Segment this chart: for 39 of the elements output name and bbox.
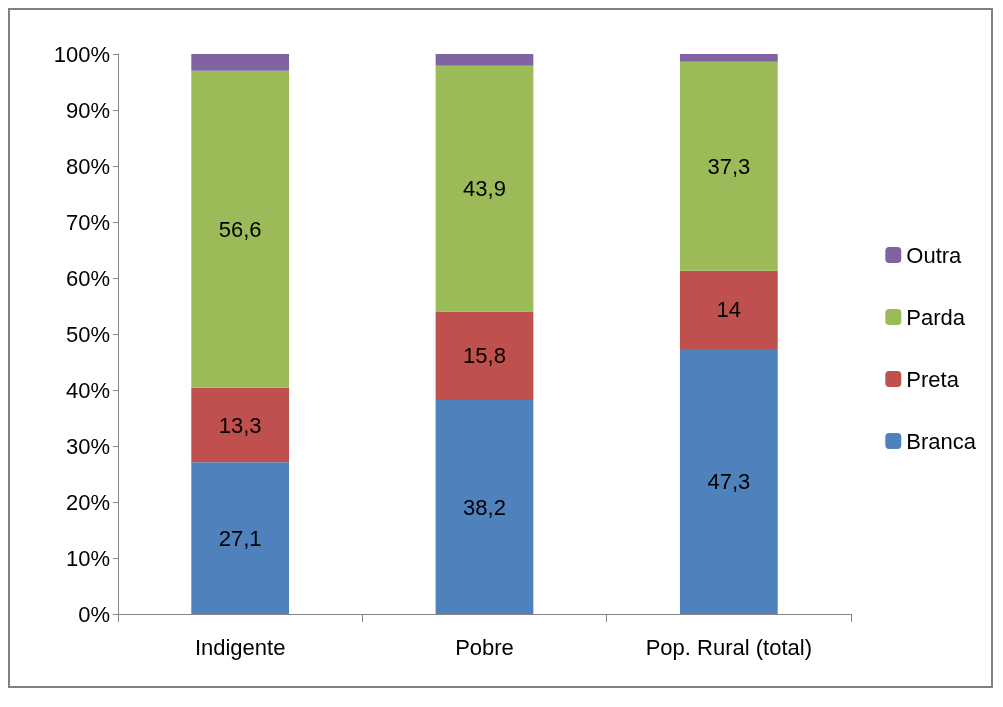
y-tick-label: 20% — [65, 489, 110, 515]
legend-label: Branca — [906, 428, 977, 454]
data-label: 15,8 — [463, 343, 506, 369]
bar — [191, 387, 290, 463]
bar — [679, 349, 778, 614]
data-label: 43,9 — [463, 176, 506, 202]
x-tick-label: Indigente — [194, 634, 286, 660]
legend-label: Preta — [906, 366, 960, 392]
bar — [435, 400, 534, 614]
data-label: 27,1 — [218, 525, 262, 551]
bar — [679, 54, 778, 62]
y-tick-label: 80% — [65, 153, 110, 179]
data-label: 37,3 — [707, 153, 751, 179]
y-tick-label: 90% — [65, 97, 110, 123]
legend-label: Outra — [906, 242, 963, 268]
y-tick-label: 30% — [65, 433, 110, 459]
bar — [191, 70, 290, 388]
bar — [191, 54, 290, 71]
data-label: 13,3 — [218, 412, 262, 438]
bar — [435, 311, 534, 401]
bar — [679, 61, 778, 271]
y-tick-label: 40% — [65, 377, 110, 403]
x-tick-label: Pop. Rural (total) — [645, 634, 812, 660]
data-label: 47,3 — [707, 469, 751, 495]
bar — [435, 65, 534, 312]
data-label: 14 — [716, 297, 742, 323]
data-label: 38,2 — [463, 494, 506, 520]
bar — [679, 270, 778, 350]
y-tick-label: 50% — [65, 321, 110, 347]
bar — [435, 54, 534, 66]
y-tick-label: 60% — [65, 265, 110, 291]
bar — [191, 462, 290, 614]
y-tick-label: 10% — [65, 545, 110, 571]
data-label: 56,6 — [218, 216, 262, 242]
legend-label: Parda — [906, 304, 966, 330]
y-tick-label: 100% — [53, 41, 110, 67]
y-tick-label: 0% — [78, 601, 110, 627]
x-tick-label: Pobre — [455, 634, 514, 660]
y-tick-label: 70% — [65, 209, 110, 235]
